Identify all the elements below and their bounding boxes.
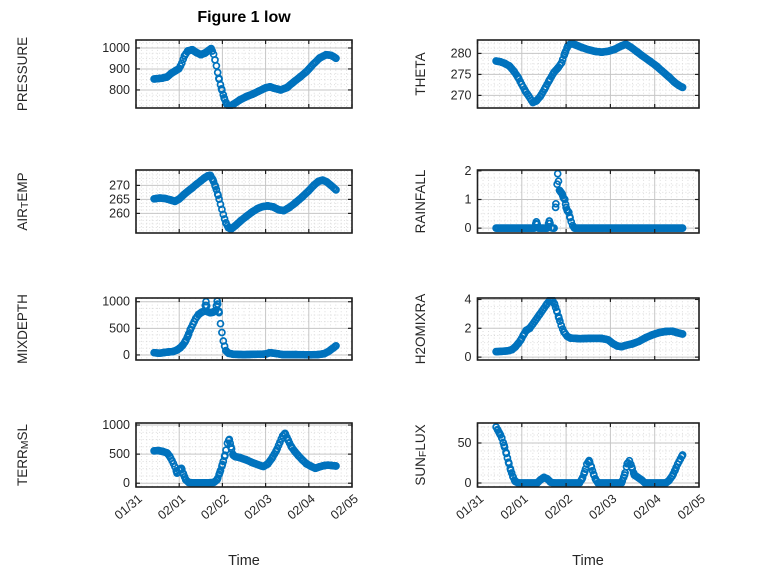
- ylabel-sun-flux: SUNFLUX: [413, 424, 430, 485]
- data-markers-sun-flux: [492, 423, 687, 487]
- tick-marks-h2omixra: [476, 298, 700, 360]
- ylabel-rainfall: RAINFALL: [413, 169, 428, 233]
- xtick-label-sun-flux: 02/01: [498, 492, 531, 523]
- subplot-h2omixra: 0 2 4 H2OMIXRA: [413, 292, 700, 364]
- ytick-label-sun-flux: 50: [458, 436, 472, 450]
- tick-marks-air-temp: [135, 170, 353, 233]
- xtick-label-sun-flux: 01/31: [453, 492, 486, 523]
- ylabel-h2omixra: H2OMIXRA: [413, 294, 428, 365]
- xtick-label-terr-msl: 01/31: [112, 492, 145, 523]
- tick-marks-terr-msl: [135, 423, 353, 487]
- major-grid-h2omixra: [477, 298, 699, 360]
- ytick-label-terr-msl: 1000: [102, 418, 130, 432]
- tick-marks-theta: [476, 40, 700, 108]
- xtick-label-sun-flux: 02/03: [586, 492, 619, 523]
- ytick-label-theta: 275: [451, 67, 472, 81]
- data-markers-theta: [492, 39, 687, 107]
- ytick-label-pressure: 1000: [102, 41, 130, 55]
- xtick-label-terr-msl: 02/01: [155, 492, 188, 523]
- axes-box-sun-flux: [476, 422, 700, 488]
- ytick-label-h2omixra: 2: [465, 321, 472, 335]
- tick-marks-pressure: [135, 40, 353, 108]
- ytick-label-air-temp: 260: [109, 206, 130, 220]
- ylabel-theta: THETA: [413, 52, 428, 95]
- ytick-label-theta: 280: [451, 46, 472, 60]
- axes-box-rainfall: [476, 169, 700, 234]
- ytick-label-pressure: 800: [109, 83, 130, 97]
- tick-marks-rainfall: [476, 170, 700, 233]
- ytick-label-mixdepth: 0: [123, 348, 130, 362]
- xtick-label-terr-msl: 02/04: [285, 492, 318, 523]
- ytick-label-mixdepth: 500: [109, 321, 130, 335]
- ytick-label-terr-msl: 0: [123, 476, 130, 490]
- xtick-label-terr-msl: 02/02: [198, 492, 231, 523]
- ytick-label-rainfall: 1: [465, 192, 472, 206]
- axes-box-air-temp: [135, 169, 353, 234]
- subplot-sun-flux: 0 50 01/31 02/01 02/02 02/03 02/04 02/05 SUNFLUX: [413, 422, 708, 523]
- xtick-label-sun-flux: 02/04: [631, 492, 664, 523]
- subplot-pressure: 800 900 1000 PRESSURE: [15, 37, 353, 111]
- ytick-label-terr-msl: 500: [109, 447, 130, 461]
- xtick-label-sun-flux: 02/05: [675, 492, 708, 523]
- ytick-label-mixdepth: 1000: [102, 295, 130, 309]
- ytick-label-theta: 270: [451, 88, 472, 102]
- major-grid-pressure: [136, 40, 352, 108]
- ytick-label-air-temp: 265: [109, 192, 130, 206]
- ytick-label-pressure: 900: [109, 62, 130, 76]
- xlabel-time-left: Time: [228, 553, 260, 569]
- ytick-label-h2omixra: 0: [465, 350, 472, 364]
- xtick-label-sun-flux: 02/02: [542, 492, 575, 523]
- ytick-label-h2omixra: 4: [465, 292, 472, 306]
- data-markers-h2omixra: [492, 297, 687, 356]
- ytick-label-rainfall: 2: [465, 164, 472, 178]
- subplot-rainfall: 0 1 2 RAINFALL: [413, 164, 700, 235]
- tick-marks-mixdepth: [135, 298, 353, 360]
- ytick-label-sun-flux: 0: [465, 476, 472, 490]
- data-markers-rainfall: [492, 169, 687, 232]
- minor-grid-terr-msl: [136, 423, 352, 487]
- xtick-label-terr-msl: 02/03: [242, 492, 275, 523]
- minor-grid-h2omixra: [477, 298, 699, 360]
- ylabel-terr-msl: TERRMSL: [15, 424, 32, 487]
- axes-box-mixdepth: [135, 297, 353, 361]
- subplot-theta: 270 275 280 THETA: [413, 39, 700, 109]
- ytick-label-air-temp: 270: [109, 178, 130, 192]
- figure-title: Figure 1 low: [197, 9, 291, 26]
- ylabel-pressure: PRESSURE: [15, 37, 30, 111]
- data-markers-air-temp: [150, 171, 340, 233]
- axes-box-h2omixra: [476, 297, 700, 361]
- xlabel-time-right: Time: [572, 553, 604, 569]
- data-markers-mixdepth: [150, 297, 340, 359]
- minor-grid-pressure: [136, 40, 352, 108]
- ytick-label-rainfall: 0: [465, 221, 472, 235]
- xtick-label-terr-msl: 02/05: [328, 492, 361, 523]
- subplot-mixdepth: 0 500 1000 MIXDEPTH: [15, 294, 353, 364]
- ylabel-mixdepth: MIXDEPTH: [15, 294, 30, 364]
- axes-box-terr-msl: [135, 422, 353, 488]
- axes-box-pressure: [135, 39, 353, 109]
- ylabel-air-temp: AIRTEMP: [15, 172, 32, 230]
- tick-marks-sun-flux: [476, 423, 700, 487]
- data-markers-terr-msl: [150, 429, 340, 487]
- subplot-terr-msl: 0 500 1000 01/31 02/01 02/02 02/03 02/04 02/05 TE…: [15, 418, 361, 522]
- data-markers-pressure: [150, 44, 340, 109]
